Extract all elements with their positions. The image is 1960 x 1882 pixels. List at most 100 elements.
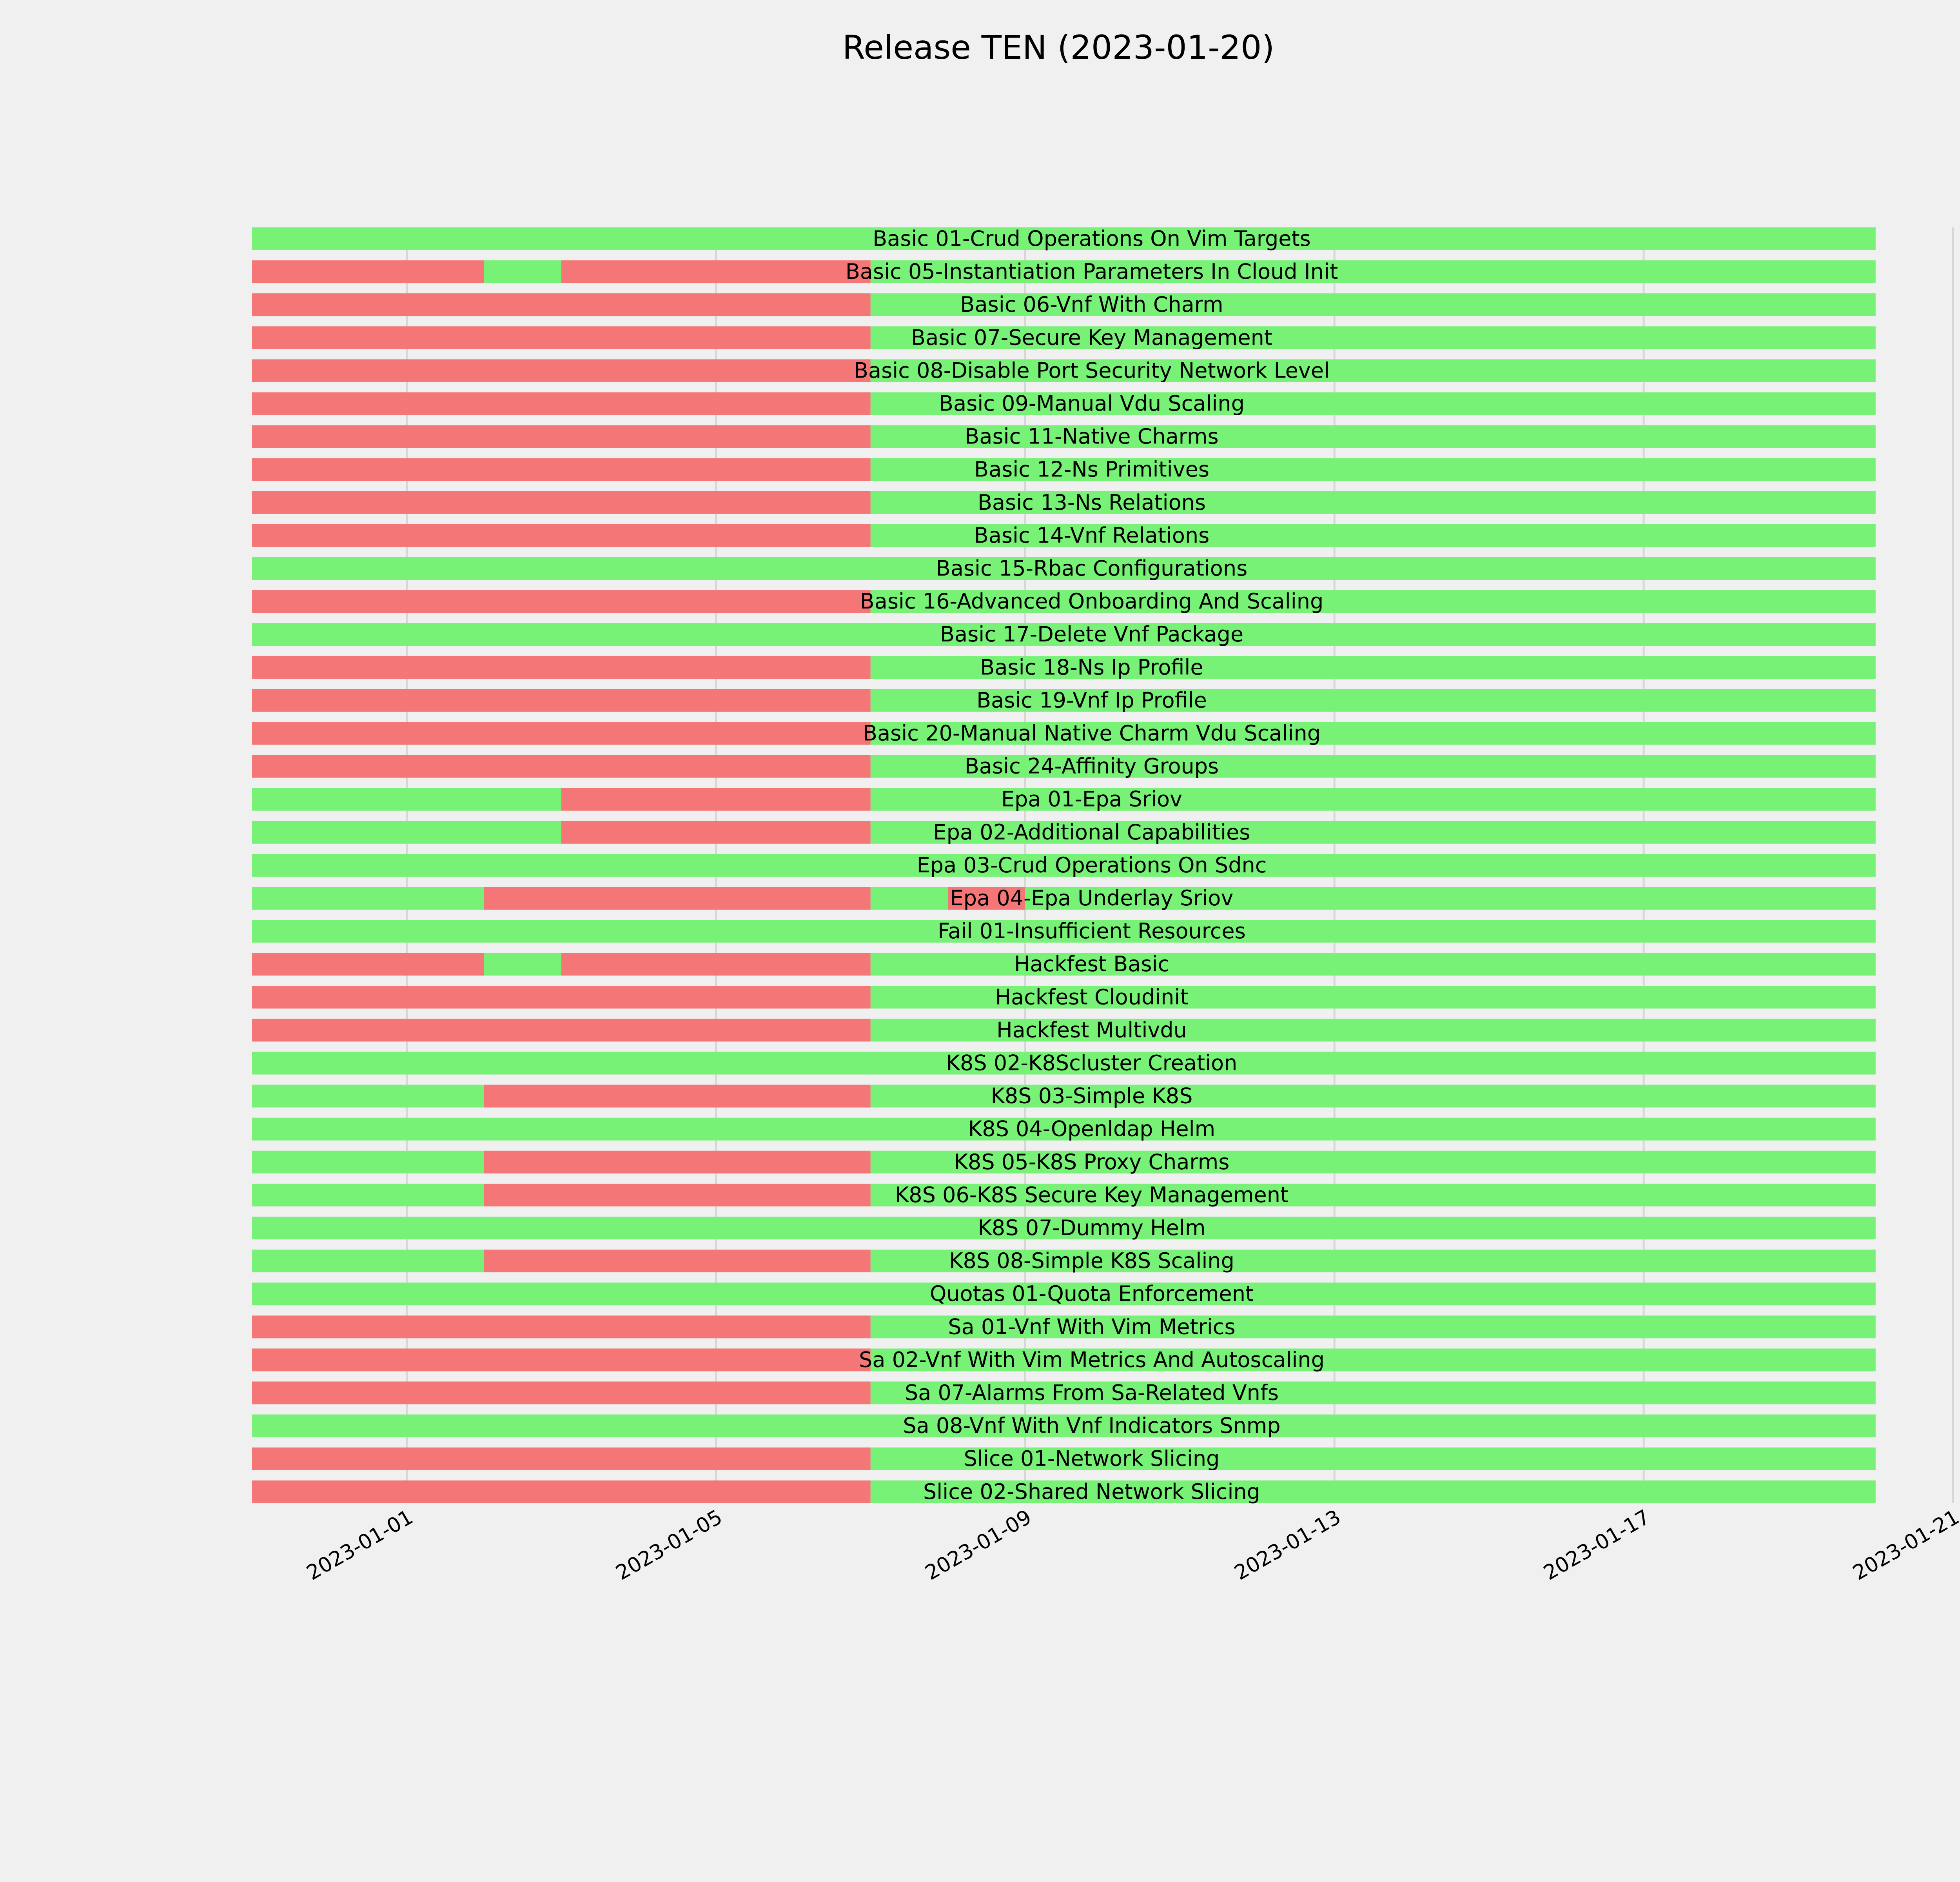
pass-segment — [870, 392, 1876, 415]
pass-segment — [252, 1052, 1876, 1075]
pass-segment — [252, 1250, 484, 1273]
timeline-row — [252, 1052, 1876, 1075]
fail-segment — [252, 458, 871, 481]
row-label: K8S 06-K8S Secure Key Management — [895, 1183, 1289, 1207]
timeline-row — [252, 227, 1876, 250]
pass-segment — [252, 788, 561, 811]
row-label: Hackfest Basic — [1014, 952, 1169, 976]
pass-segment — [252, 1283, 1876, 1306]
row-label: Basic 19-Vnf Ip Profile — [976, 688, 1207, 712]
fail-segment — [561, 260, 871, 283]
timeline-row — [252, 755, 1876, 778]
timeline-row — [252, 557, 1876, 580]
row-label: Basic 16-Advanced Onboarding And Scaling — [860, 589, 1324, 614]
fail-segment — [252, 293, 871, 316]
fail-segment — [252, 491, 871, 514]
pass-segment — [252, 623, 1876, 646]
timeline-row — [252, 1381, 1876, 1404]
x-tick-label: 2023-01-17 — [1540, 1505, 1654, 1585]
fail-segment — [252, 722, 871, 745]
pass-segment — [870, 1381, 1876, 1404]
pass-segment — [870, 887, 948, 910]
timeline-row — [252, 788, 1876, 811]
timeline-row — [252, 722, 1876, 745]
row-label: Basic 17-Delete Vnf Package — [940, 622, 1243, 647]
timeline-row — [252, 854, 1876, 877]
pass-segment — [870, 1480, 1876, 1503]
timeline-row — [252, 1250, 1876, 1273]
pass-segment — [870, 689, 1876, 712]
fail-segment — [252, 260, 484, 283]
pass-segment — [870, 1019, 1876, 1042]
timeline-row — [252, 1019, 1876, 1042]
row-label: Basic 07-Secure Key Management — [911, 325, 1272, 350]
pass-segment — [870, 1348, 1876, 1372]
timeline-row — [252, 623, 1876, 646]
timeline-row — [252, 1315, 1876, 1339]
fail-segment — [252, 1019, 871, 1042]
fail-segment — [252, 1315, 871, 1339]
pass-segment — [870, 260, 1876, 283]
timeline-row — [252, 1348, 1876, 1372]
timeline-row — [252, 689, 1876, 712]
timeline-row — [252, 260, 1876, 283]
timeline-row — [252, 821, 1876, 844]
row-label: Basic 13-Ns Relations — [978, 490, 1206, 515]
fail-segment — [252, 1447, 871, 1470]
timeline-row — [252, 1447, 1876, 1470]
timeline-row — [252, 1085, 1876, 1108]
row-label: Sa 01-Vnf With Vim Metrics — [948, 1314, 1235, 1339]
pass-segment — [252, 821, 561, 844]
pass-segment — [870, 425, 1876, 448]
pass-segment — [252, 1414, 1876, 1437]
timeline-row — [252, 986, 1876, 1009]
fail-segment — [252, 392, 871, 415]
pass-segment — [252, 557, 1876, 580]
row-label: Basic 09-Manual Vdu Scaling — [939, 391, 1245, 416]
timeline-row — [252, 1480, 1876, 1503]
fail-segment — [252, 986, 871, 1009]
pass-segment — [870, 458, 1876, 481]
row-label: Slice 02-Shared Network Slicing — [923, 1479, 1260, 1504]
timeline-row — [252, 590, 1876, 613]
row-label: Epa 03-Crud Operations On Sdnc — [917, 853, 1267, 877]
pass-segment — [870, 755, 1876, 778]
fail-segment — [252, 590, 871, 613]
pass-segment — [252, 227, 1876, 250]
x-tick-label: 2023-01-21 — [1849, 1505, 1960, 1585]
fail-segment — [561, 953, 871, 976]
fail-segment — [252, 359, 871, 382]
timeline-row — [252, 1217, 1876, 1239]
pass-segment — [1025, 887, 1876, 910]
timeline-row — [252, 326, 1876, 349]
pass-segment — [252, 1150, 484, 1174]
row-label: Quotas 01-Quota Enforcement — [930, 1281, 1254, 1306]
row-label: Epa 04-Epa Underlay Sriov — [950, 886, 1234, 910]
pass-segment — [870, 293, 1876, 316]
fail-segment — [252, 953, 484, 976]
pass-segment — [252, 1117, 1876, 1141]
pass-segment — [870, 986, 1876, 1009]
timeline-row — [252, 1117, 1876, 1141]
timeline-row — [252, 1150, 1876, 1174]
row-label: Basic 20-Manual Native Charm Vdu Scaling — [863, 721, 1321, 746]
pass-segment — [252, 1183, 484, 1206]
timeline-row — [252, 887, 1876, 910]
row-label: K8S 03-Simple K8S — [991, 1084, 1192, 1108]
row-label: Slice 01-Network Slicing — [964, 1446, 1220, 1471]
fail-segment — [252, 326, 871, 349]
row-label: Basic 08-Disable Port Security Network L… — [854, 358, 1330, 383]
pass-segment — [870, 1250, 1876, 1273]
fail-segment — [561, 821, 871, 844]
x-tick-label: 2023-01-09 — [921, 1505, 1036, 1585]
timeline-row — [252, 293, 1876, 316]
bars — [252, 227, 1876, 1503]
fail-segment — [484, 887, 871, 910]
pass-segment — [870, 953, 1876, 976]
fail-segment — [252, 1348, 871, 1372]
timeline-row — [252, 491, 1876, 514]
row-label: K8S 07-Dummy Helm — [978, 1215, 1206, 1240]
row-label: Basic 15-Rbac Configurations — [936, 556, 1247, 581]
pass-segment — [870, 656, 1876, 679]
timeline-row — [252, 1283, 1876, 1306]
